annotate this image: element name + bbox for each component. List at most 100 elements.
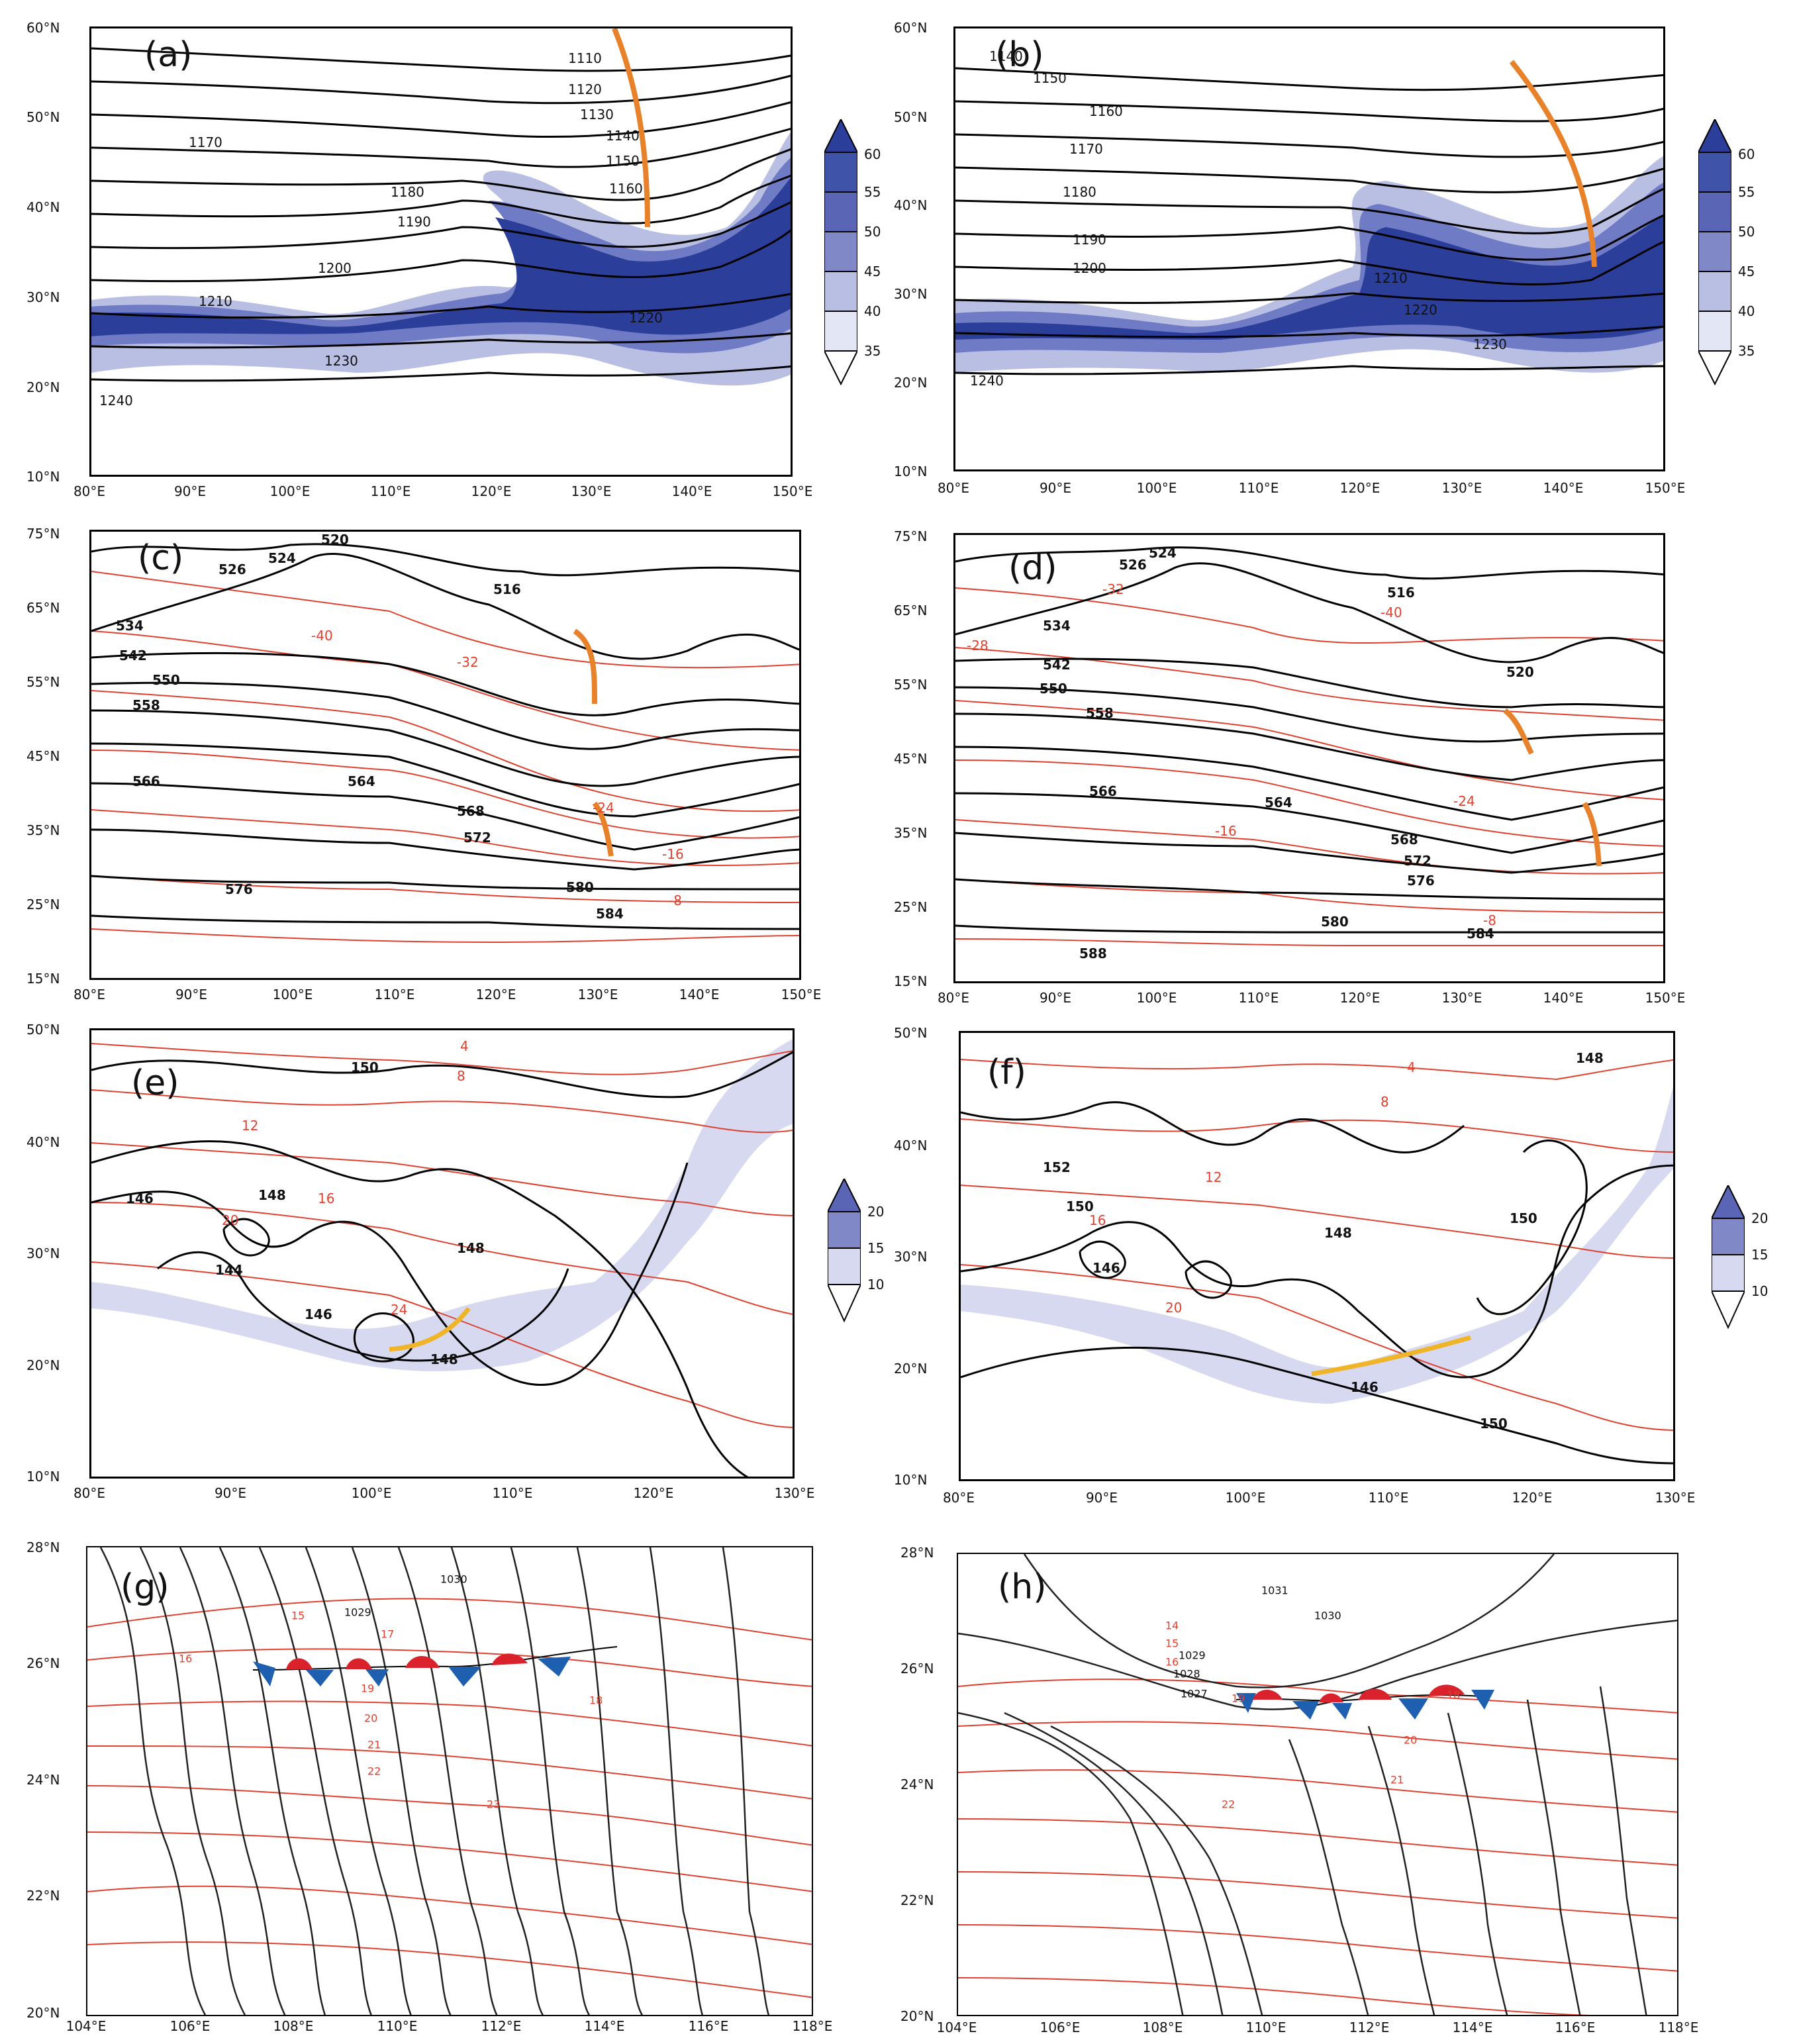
x-tick: 130°E bbox=[1441, 480, 1482, 496]
y-tick: 45°N bbox=[26, 748, 60, 764]
colorbar-tick: 10 bbox=[867, 1277, 885, 1292]
contour-label: 144 bbox=[215, 1262, 243, 1278]
y-tick: 25°N bbox=[894, 899, 928, 915]
x-tick: 100°E bbox=[269, 483, 311, 499]
y-tick: 26°N bbox=[900, 1661, 934, 1677]
colorbar-tick: 40 bbox=[1738, 303, 1755, 319]
isotherm-label: 21 bbox=[1390, 1773, 1404, 1786]
x-tick: 80°E bbox=[73, 483, 106, 499]
isotherm-label: 20 bbox=[364, 1712, 378, 1725]
contour-label: 1170 bbox=[1069, 141, 1103, 157]
isotherm-label: 12 bbox=[1205, 1169, 1222, 1185]
x-tick: 112°E bbox=[481, 2018, 522, 2034]
contour-label: 1140 bbox=[606, 128, 640, 144]
y-tick: 22°N bbox=[900, 1892, 934, 1908]
contour-label: 520 bbox=[1506, 664, 1534, 680]
contour-label: 1120 bbox=[568, 81, 602, 97]
y-tick: 10°N bbox=[894, 463, 928, 479]
y-tick: 20°N bbox=[26, 1357, 60, 1373]
contour-label: 1200 bbox=[1073, 260, 1106, 276]
map-frame-h: (h) bbox=[957, 1553, 1678, 2016]
contour-label: 1240 bbox=[970, 373, 1004, 389]
panel-label: (a) bbox=[144, 35, 193, 75]
x-tick: 120°E bbox=[1339, 480, 1381, 496]
isotherm-label: 16 bbox=[1165, 1655, 1179, 1669]
map-frame-c: (c) bbox=[89, 530, 801, 980]
contour-label: 550 bbox=[1040, 681, 1067, 697]
panel-label: (d) bbox=[1008, 548, 1057, 588]
contour-label: 148 bbox=[1576, 1050, 1604, 1066]
x-tick: 100°E bbox=[351, 1485, 392, 1501]
colorbar-tick: 15 bbox=[1751, 1247, 1769, 1263]
isotherm-label: 4 bbox=[460, 1038, 469, 1054]
x-tick: 110°E bbox=[370, 483, 411, 499]
contour-label: 148 bbox=[457, 1240, 485, 1256]
map-frame-d: (d) bbox=[953, 533, 1665, 983]
x-tick: 150°E bbox=[1645, 480, 1686, 496]
contour-label: 148 bbox=[1324, 1225, 1352, 1241]
x-tick: 130°E bbox=[571, 483, 612, 499]
contour-label: 1210 bbox=[1374, 270, 1408, 286]
x-tick: 106°E bbox=[1040, 2020, 1081, 2035]
colorbar-tick: 50 bbox=[864, 224, 881, 240]
x-tick: 120°E bbox=[471, 483, 512, 499]
y-tick: 20°N bbox=[26, 379, 60, 395]
isotherm-label: 8 bbox=[1381, 1094, 1389, 1110]
x-tick: 108°E bbox=[1142, 2020, 1183, 2035]
map-frame-b: (b) bbox=[953, 26, 1665, 471]
contour-label: 1220 bbox=[1404, 302, 1437, 318]
contour-label: 524 bbox=[268, 550, 296, 566]
isotherm-label: 21 bbox=[367, 1738, 381, 1751]
isotherm-label: -32 bbox=[1102, 581, 1124, 597]
contour-label: 1190 bbox=[397, 214, 431, 230]
y-tick: 45°N bbox=[894, 751, 928, 767]
colorbar-a bbox=[823, 117, 859, 400]
contour-label: 558 bbox=[1086, 705, 1114, 721]
y-tick: 24°N bbox=[900, 1776, 934, 1792]
x-tick: 150°E bbox=[772, 483, 813, 499]
contour-label: 524 bbox=[1149, 545, 1177, 561]
x-tick: 130°E bbox=[1441, 990, 1482, 1006]
contour-label: 148 bbox=[430, 1351, 458, 1367]
isotherm-label: -24 bbox=[1453, 793, 1475, 809]
x-tick: 110°E bbox=[492, 1485, 533, 1501]
x-tick: 120°E bbox=[633, 1485, 674, 1501]
trough-axis bbox=[1509, 60, 1597, 268]
y-tick: 65°N bbox=[894, 603, 928, 618]
isotherm-label: 15 bbox=[291, 1609, 305, 1622]
isotherm-label: 15 bbox=[1165, 1637, 1179, 1650]
contour-label: 576 bbox=[225, 881, 253, 897]
x-tick: 140°E bbox=[1543, 480, 1584, 496]
y-tick: 75°N bbox=[26, 526, 60, 542]
y-tick: 60°N bbox=[26, 20, 60, 36]
x-tick: 114°E bbox=[584, 2018, 625, 2034]
contour-label: 150 bbox=[1066, 1198, 1094, 1214]
contour-label: 1180 bbox=[1063, 184, 1096, 200]
contour-label: 148 bbox=[258, 1187, 286, 1203]
x-tick: 118°E bbox=[1658, 2020, 1699, 2035]
contour-label: 588 bbox=[1079, 946, 1107, 961]
contour-label: 542 bbox=[119, 648, 147, 663]
contour-label: 584 bbox=[1467, 926, 1494, 942]
x-tick: 110°E bbox=[1245, 2020, 1286, 2035]
isotherm-label: 8 bbox=[457, 1068, 465, 1084]
isotherm-label: 4 bbox=[1407, 1059, 1416, 1075]
isotherm-label: 20 bbox=[222, 1212, 239, 1228]
contour-label: 534 bbox=[116, 618, 144, 634]
contour-label: 566 bbox=[1089, 783, 1117, 799]
y-tick: 10°N bbox=[894, 1472, 928, 1488]
contour-label: 1029 bbox=[1179, 1649, 1206, 1662]
y-tick: 15°N bbox=[894, 973, 928, 989]
isotherm-label: -16 bbox=[1215, 823, 1237, 839]
x-tick: 110°E bbox=[1368, 1490, 1409, 1506]
contour-label: 146 bbox=[126, 1191, 154, 1206]
colorbar-tick: 20 bbox=[1751, 1210, 1769, 1226]
contour-label: 1027 bbox=[1181, 1687, 1208, 1700]
contour-label: 1160 bbox=[1089, 103, 1123, 119]
x-tick: 112°E bbox=[1349, 2020, 1390, 2035]
panel-label: (c) bbox=[138, 538, 184, 578]
y-tick: 28°N bbox=[900, 1545, 934, 1561]
contour-label: 1190 bbox=[1073, 232, 1106, 248]
map-a-canvas bbox=[91, 28, 791, 386]
quasi-stationary-front bbox=[1236, 1684, 1494, 1720]
